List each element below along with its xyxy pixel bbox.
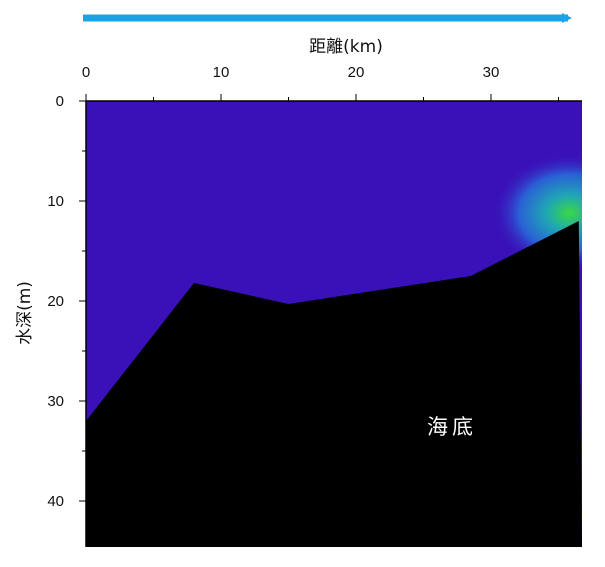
y-tick-label: 10 (47, 193, 64, 210)
x-tick-label: 10 (213, 64, 230, 81)
seabed-area (86, 221, 582, 547)
x-tick-label: 0 (82, 64, 90, 81)
y-tick-label: 0 (56, 93, 64, 110)
y-axis-title: 水深(m) (15, 281, 35, 345)
x-axis-title: 距離(km) (309, 37, 383, 57)
plot-area (86, 101, 582, 547)
x-tick-label: 20 (348, 64, 365, 81)
x-axis: 0 10 20 30 (82, 64, 582, 102)
y-tick-label: 30 (47, 393, 64, 410)
y-tick-label: 20 (47, 293, 64, 310)
x-tick-label: 30 (483, 64, 500, 81)
y-axis: 0 10 20 30 40 (47, 93, 87, 547)
y-tick-label: 40 (47, 493, 64, 510)
seabed-label: 海底 (427, 415, 477, 439)
